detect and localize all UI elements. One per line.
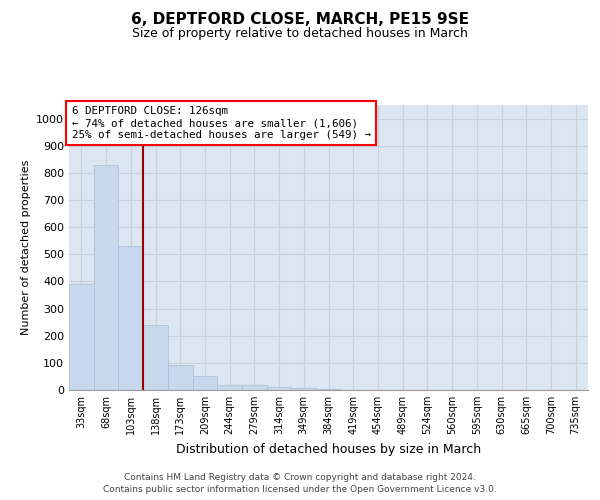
Bar [316,388,341,390]
Text: 6 DEPTFORD CLOSE: 126sqm
← 74% of detached houses are smaller (1,606)
25% of sem: 6 DEPTFORD CLOSE: 126sqm ← 74% of detach… [71,106,371,140]
Text: 6, DEPTFORD CLOSE, MARCH, PE15 9SE: 6, DEPTFORD CLOSE, MARCH, PE15 9SE [131,12,469,28]
Bar [69,284,94,390]
Bar [168,365,193,390]
Bar [118,246,143,390]
Bar [292,388,316,390]
Bar [193,376,217,390]
Bar [217,385,242,390]
Bar [94,164,118,390]
Text: Contains public sector information licensed under the Open Government Licence v3: Contains public sector information licen… [103,485,497,494]
Bar [143,325,168,390]
Bar [242,386,267,390]
Text: Contains HM Land Registry data © Crown copyright and database right 2024.: Contains HM Land Registry data © Crown c… [124,472,476,482]
Y-axis label: Number of detached properties: Number of detached properties [20,160,31,335]
Bar [267,388,292,390]
Text: Size of property relative to detached houses in March: Size of property relative to detached ho… [132,28,468,40]
X-axis label: Distribution of detached houses by size in March: Distribution of detached houses by size … [176,442,481,456]
